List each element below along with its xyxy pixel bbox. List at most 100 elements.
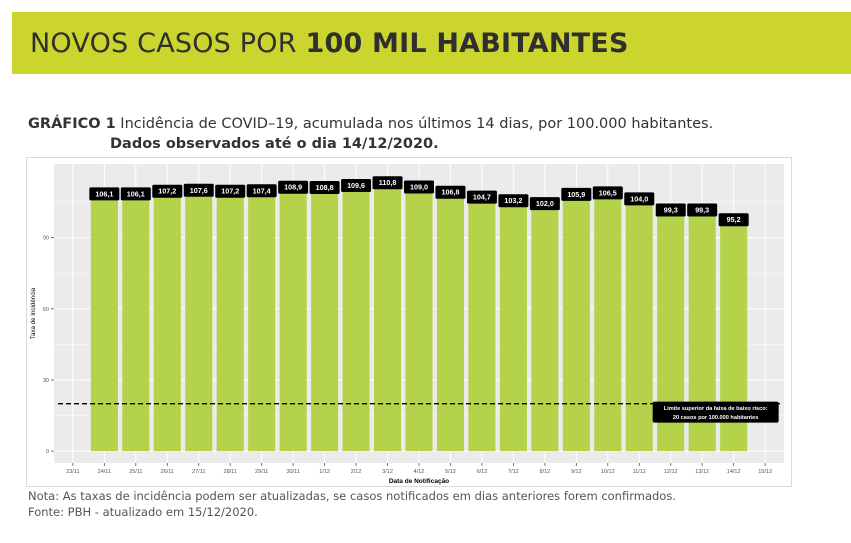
value-label-group: 108,9 — [278, 180, 309, 194]
value-label: 104,0 — [630, 194, 648, 203]
value-label-group: 99,3 — [655, 203, 686, 217]
value-label-group: 104,0 — [624, 192, 655, 206]
value-label: 110,8 — [379, 178, 397, 187]
bar — [625, 204, 653, 452]
bar — [216, 196, 244, 452]
bar — [436, 197, 464, 452]
value-label-box — [561, 187, 592, 201]
chart-caption: GRÁFICO 1 Incidência de COVID–19, acumul… — [28, 114, 713, 154]
x-tick-label: 3/12 — [382, 469, 393, 475]
value-label: 99,3 — [664, 205, 678, 214]
bar — [499, 206, 527, 452]
page-title: NOVOS CASOS POR 100 MIL HABITANTES — [30, 27, 629, 59]
header-banner: NOVOS CASOS POR 100 MIL HABITANTES — [12, 12, 851, 74]
value-label-box — [89, 187, 120, 201]
y-axis-title: Taxa de Incidência — [30, 287, 37, 339]
x-tick-label: 1/12 — [319, 469, 330, 475]
value-label-group: 107,2 — [152, 184, 183, 198]
value-label-box — [592, 186, 623, 200]
bar — [594, 198, 622, 452]
bar — [374, 188, 402, 452]
page-title-bold: 100 MIL HABITANTES — [305, 27, 629, 59]
value-label-group: 109,0 — [404, 180, 434, 194]
value-label-box — [246, 184, 277, 198]
bar — [468, 202, 496, 452]
x-tick-label: 8/12 — [540, 469, 551, 475]
value-label-box — [341, 179, 372, 193]
value-label-box — [466, 190, 497, 204]
caption-line2: Dados observados até o dia 14/12/2020. — [110, 136, 439, 152]
value-label: 105,9 — [567, 190, 585, 199]
source-note: Fonte: PBH - atualizado em 15/12/2020. — [28, 505, 258, 519]
incidence-bar-chart: 0 30 60 90 106,1 106,1 107,2 107,6 107,2 107,4 108… — [30, 164, 784, 485]
x-tick-label: 5/12 — [445, 469, 456, 475]
value-label-group: 104,7 — [466, 190, 497, 204]
value-label-box — [183, 183, 214, 197]
footnote: Nota: As taxas de incidência podem ser a… — [28, 489, 676, 503]
x-tick-label: 14/12 — [727, 469, 741, 475]
bar — [311, 192, 339, 452]
x-tick-label: 27/11 — [192, 469, 205, 475]
bar — [90, 199, 118, 452]
value-label-box — [529, 197, 560, 211]
x-tick-label: 26/11 — [161, 469, 174, 475]
x-tick-label: 28/11 — [224, 469, 237, 475]
bar — [405, 192, 433, 452]
value-label-box — [498, 194, 529, 208]
value-label-box — [278, 180, 309, 194]
x-axis-title: Data de Notificação — [389, 478, 449, 485]
caption-text: Incidência de COVID–19, acumulada nos úl… — [115, 116, 714, 132]
value-label: 104,7 — [473, 193, 491, 202]
value-label: 102,0 — [536, 199, 554, 208]
value-label: 107,2 — [158, 187, 176, 196]
value-label: 108,9 — [284, 183, 302, 192]
bar — [122, 199, 150, 452]
value-label: 107,4 — [253, 186, 271, 195]
x-tick-label: 7/12 — [508, 469, 519, 475]
value-label-box — [120, 187, 151, 201]
value-label-group: 108,8 — [309, 180, 340, 194]
x-tick-label: 30/11 — [286, 469, 299, 475]
x-tick-label: 6/12 — [477, 469, 488, 475]
value-label-group: 106,1 — [89, 187, 120, 201]
value-label-box — [655, 203, 686, 217]
bar — [153, 196, 181, 452]
value-label: 95,2 — [727, 215, 741, 224]
threshold-label-line2: 20 casos por 100.000 habitantes — [673, 415, 759, 421]
value-label-box — [372, 176, 403, 190]
value-label-group: 103,2 — [498, 194, 529, 208]
value-label-box — [215, 184, 246, 198]
value-label-box — [309, 180, 340, 194]
x-tick-label: 25/11 — [129, 469, 142, 475]
value-label-group: 102,0 — [529, 197, 560, 211]
x-tick-label: 2/12 — [351, 469, 362, 475]
x-tick-label: 29/11 — [255, 469, 268, 475]
y-tick-label: 90 — [43, 236, 49, 242]
threshold-label-line1: Limite superior da faixa de baixo risco: — [664, 406, 768, 412]
threshold-annotation: Limite superior da faixa de baixo risco:… — [652, 401, 779, 423]
y-tick-label: 60 — [43, 307, 49, 313]
x-tick-label: 24/11 — [98, 469, 111, 475]
x-tick-label: 12/12 — [664, 469, 678, 475]
y-tick-label: 30 — [43, 378, 49, 384]
x-tick-label: 11/12 — [633, 469, 646, 475]
x-tick-label: 15/12 — [758, 469, 772, 475]
value-label: 99,3 — [695, 205, 709, 214]
value-label-group: 107,4 — [246, 184, 277, 198]
value-label-group: 99,3 — [687, 203, 718, 217]
x-tick-label: 4/12 — [414, 469, 425, 475]
value-label-group: 110,8 — [372, 176, 403, 190]
bar — [562, 199, 590, 452]
value-label: 107,6 — [190, 186, 208, 195]
x-tick-label: 9/12 — [571, 469, 582, 475]
value-label-box — [624, 192, 655, 206]
value-label: 106,1 — [95, 189, 113, 198]
x-tick-label: 13/12 — [695, 469, 709, 475]
value-label-group: 107,2 — [215, 184, 246, 198]
caption-label: GRÁFICO 1 — [28, 116, 116, 132]
x-tick-label: 10/12 — [601, 469, 615, 475]
bar — [342, 191, 370, 452]
value-label-group: 106,8 — [435, 185, 466, 199]
bar — [279, 192, 307, 452]
y-tick-label: 0 — [46, 449, 49, 455]
